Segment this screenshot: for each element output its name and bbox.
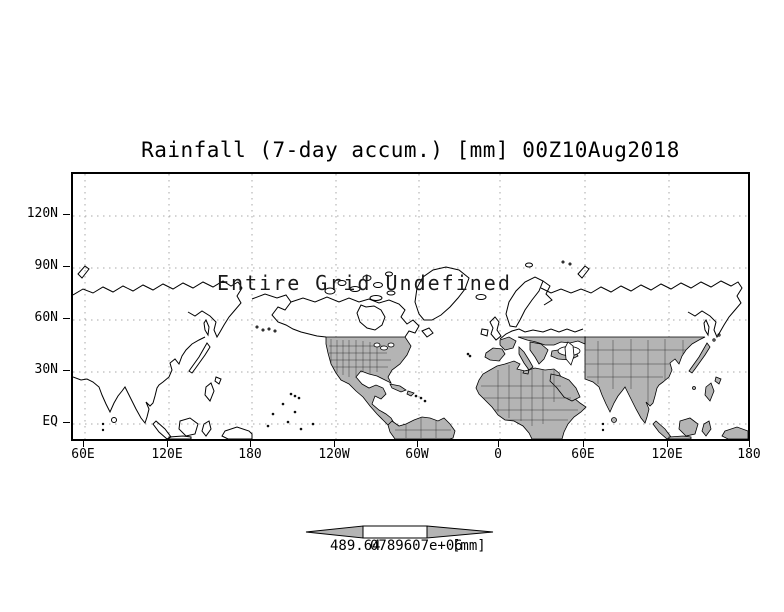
y-axis-tick: [63, 422, 70, 423]
north-america-shading: [325, 336, 412, 427]
x-axis-label: 180: [737, 447, 761, 462]
y-axis-label: 120N: [26, 206, 58, 221]
x-axis-tick: [498, 441, 499, 447]
x-axis-label: 60W: [405, 447, 429, 462]
south-america-shading: [387, 416, 456, 439]
world-map: Entire Grid Undefined: [73, 174, 748, 439]
colorbar: [305, 525, 494, 539]
colorbar-left-arrow: [305, 525, 364, 539]
x-axis-tick: [334, 441, 335, 447]
colorbar-unit-label: [mm]: [452, 538, 486, 554]
colorbar-box: [362, 525, 428, 539]
x-axis-label: 120E: [651, 447, 683, 462]
land-shading-layer: [325, 333, 748, 439]
greenland-coastline: [414, 266, 470, 321]
y-axis-label: EQ: [42, 414, 58, 429]
x-axis-label: 60E: [571, 447, 595, 462]
x-axis-tick: [749, 441, 750, 447]
x-axis-label: 0: [494, 447, 502, 462]
y-axis-label: 90N: [34, 258, 58, 273]
caspian-sea: [564, 341, 575, 366]
y-axis-tick: [63, 318, 70, 319]
y-axis-label: 60N: [34, 310, 58, 325]
undefined-overlay-text: Entire Grid Undefined: [217, 271, 512, 295]
x-axis-label: 120W: [318, 447, 350, 462]
x-axis-label: 60E: [71, 447, 95, 462]
x-axis-tick: [417, 441, 418, 447]
y-axis-tick: [63, 266, 70, 267]
y-axis-label: 30N: [34, 362, 58, 377]
colorbar-label-left: 489.64: [330, 538, 381, 554]
south-asia-shading: [584, 336, 706, 424]
arabia-shading: [549, 373, 581, 402]
x-axis-tick: [250, 441, 251, 447]
map-frame: Entire Grid Undefined: [71, 172, 750, 441]
x-axis-label: 180: [238, 447, 262, 462]
x-axis-tick: [167, 441, 168, 447]
x-axis-label: 120E: [151, 447, 183, 462]
colorbar-label-right: 0789607e+06: [370, 538, 463, 554]
y-axis-tick: [63, 214, 70, 215]
y-axis-tick: [63, 370, 70, 371]
plot-title: Rainfall (7-day accum.) [mm] 00Z10Aug201…: [141, 138, 680, 162]
colorbar-right-arrow: [426, 525, 494, 539]
x-axis-tick: [667, 441, 668, 447]
x-axis-tick: [583, 441, 584, 447]
x-axis-tick: [83, 441, 84, 447]
coastlines-layer: [73, 260, 743, 439]
lakes-layer: [373, 341, 581, 366]
